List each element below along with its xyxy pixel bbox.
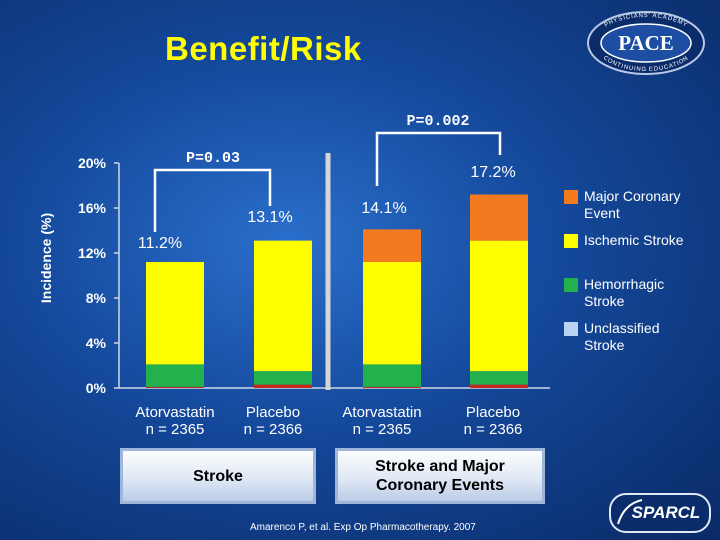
bar-segment-unclassified-stroke (254, 384, 312, 388)
pace-logo: PACE PHYSICIANS' ACADEMY CONTINUING EDUC… (587, 11, 705, 75)
bar-segment-ischemic-stroke (254, 240, 312, 372)
x-category-label-line: n = 2366 (463, 421, 523, 438)
legend-item: Unclassified Stroke (564, 320, 694, 354)
bar-segment-major-coronary-event (363, 229, 421, 262)
y-tick-label: 16% (78, 200, 107, 216)
bar-segment-ischemic-stroke (363, 262, 421, 365)
bar-total-label: 11.2% (138, 235, 182, 252)
bar-segment-ischemic-stroke (146, 262, 204, 365)
bar-segment-major-coronary-event (470, 194, 528, 241)
sparcl-logo: SPARCL (609, 493, 711, 533)
bar-segment-hemorrhagic-stroke (146, 364, 204, 387)
legend-label: Major Coronary Event (584, 188, 681, 221)
bar-segment-unclassified-stroke (146, 386, 204, 388)
bar-segment-ischemic-stroke (470, 240, 528, 372)
legend-label: Unclassified Stroke (584, 320, 660, 353)
x-category-label: Atorvastatin n = 2365 (317, 404, 447, 438)
page-title: Benefit/Risk (165, 30, 362, 67)
bar-segment-hemorrhagic-stroke (363, 364, 421, 387)
bar-total-label: 13.1% (247, 209, 292, 226)
legend-swatch (564, 278, 578, 292)
legend-item: Ischemic Stroke (564, 232, 694, 249)
group-box-stroke-and-coronary: Stroke and Major Coronary Events (335, 448, 545, 504)
x-category-label-line: Placebo (245, 404, 301, 421)
bar-total-label: 14.1% (361, 200, 406, 217)
comparison-bracket-stroke (153, 168, 272, 232)
group-label-stroke: Stroke (193, 467, 243, 485)
x-category-label-line: Placebo (465, 404, 521, 421)
legend-label: Hemorrhagic Stroke (584, 276, 665, 309)
y-tick-label: 12% (78, 245, 107, 261)
bar-segment-unclassified-stroke (470, 384, 528, 388)
group-box-stroke: Stroke (120, 448, 316, 504)
bar-segment-unclassified-stroke (363, 386, 421, 388)
x-category-label-line: n = 2365 (145, 421, 205, 438)
y-tick-label: 4% (86, 335, 107, 351)
x-category-label: Placebo n = 2366 (428, 404, 558, 438)
group-label-stroke-and-coronary: Stroke and Major Coronary Events (375, 458, 505, 494)
legend-item: Hemorrhagic Stroke (564, 276, 694, 310)
legend-label: Ischemic Stroke (584, 232, 684, 248)
x-category-label-line: Atorvastatin (135, 404, 215, 421)
y-tick-label: 0% (86, 380, 107, 396)
pace-logo-text: PACE (618, 31, 674, 55)
legend-swatch (564, 190, 578, 204)
legend-item: Major Coronary Event (564, 188, 694, 222)
legend-swatch (564, 234, 578, 248)
legend-swatch (564, 322, 578, 336)
citation: Amarenco P, et al. Exp Op Pharmacotherap… (250, 522, 476, 533)
bar-segment-hemorrhagic-stroke (254, 371, 312, 385)
x-category-label: Placebo n = 2366 (208, 404, 338, 438)
x-category-label-line: Atorvastatin (342, 404, 422, 421)
x-category-label-line: n = 2366 (243, 421, 303, 438)
sparcl-logo-text: SPARCL (632, 503, 701, 522)
p-value-label: P=0.002 (406, 113, 469, 130)
x-category-label-line: n = 2365 (352, 421, 412, 438)
p-value-label: P=0.03 (186, 150, 240, 167)
y-tick-label: 20% (78, 155, 107, 171)
y-tick-label: 8% (86, 290, 107, 306)
bar-segment-hemorrhagic-stroke (470, 371, 528, 385)
bar-total-label: 17.2% (470, 164, 515, 181)
x-category-label: Atorvastatin n = 2365 (110, 404, 240, 438)
comparison-bracket-combined (375, 131, 502, 186)
